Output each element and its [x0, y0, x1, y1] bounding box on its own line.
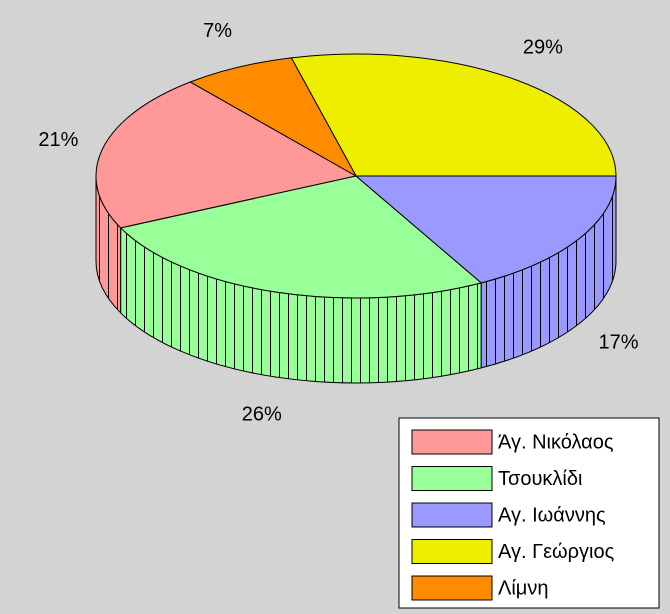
legend: Άγ. Νικόλαος Τσουκλίδι Αγ. Ιωάννης Αγ. Γεώρ… — [398, 417, 660, 609]
legend-swatch — [411, 575, 493, 601]
legend-label: Άγ. Νικόλαος — [498, 431, 614, 453]
legend-label: Αγ. Ιωάννης — [498, 504, 606, 526]
data-label: 26% — [242, 403, 282, 425]
slice — [95, 81, 358, 229]
side-stripes — [481, 176, 616, 368]
legend-label: Αγ. Γεώργιος — [498, 541, 615, 563]
legend-swatch — [411, 429, 493, 455]
side-stripes — [96, 176, 121, 313]
legend-label: Τσουκλίδι — [498, 468, 582, 490]
data-label: 17% — [599, 332, 639, 354]
legend-label: Λίμνη — [498, 577, 548, 599]
side-stripes — [120, 227, 482, 384]
legend-swatch — [411, 539, 493, 564]
data-label: 21% — [38, 129, 78, 151]
data-label: 7% — [203, 20, 232, 42]
slice — [189, 57, 358, 178]
slice — [354, 175, 617, 284]
data-label: 29% — [523, 36, 563, 58]
slice — [290, 53, 617, 177]
legend-swatch — [411, 502, 493, 528]
pie: 21% 26% 17% 29% 7% — [38, 20, 638, 425]
legend-swatch — [411, 466, 493, 491]
